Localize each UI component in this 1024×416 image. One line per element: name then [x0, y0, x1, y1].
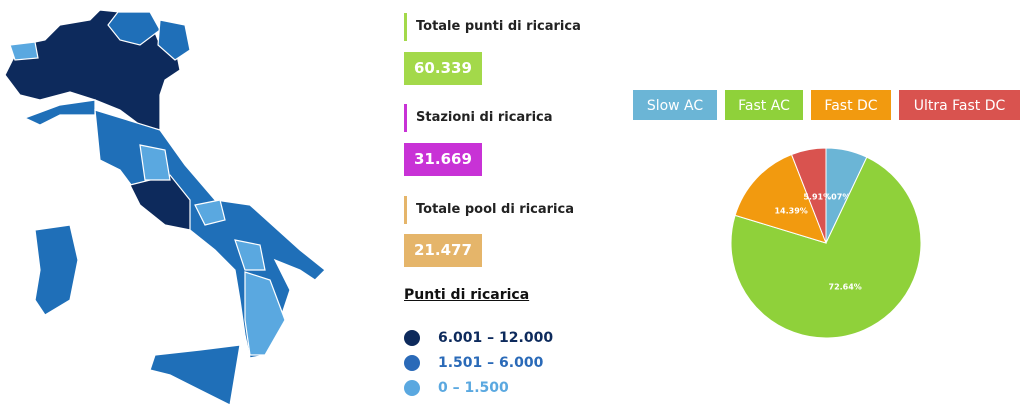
- map-legend-text: 1.501 – 6.000: [438, 355, 544, 371]
- map-legend-title: Punti di ricarica: [404, 287, 530, 303]
- pie-slice: [734, 153, 827, 244]
- stat-value: 60.339: [404, 52, 482, 85]
- slice-label: 72.64%: [829, 282, 862, 291]
- slice-label: 5.91%: [803, 192, 831, 201]
- legend-label: Fast AC: [738, 98, 790, 114]
- legend-label: Ultra Fast DC: [914, 98, 1006, 114]
- map-legend-item: 6.001 – 12.000: [404, 328, 553, 348]
- legend-swatch: [725, 90, 803, 120]
- stat-value: 31.669: [404, 143, 482, 176]
- slice-label: 7.07%: [823, 193, 851, 202]
- legend-label: Fast DC: [824, 98, 877, 114]
- map-legend-item: 0 – 1.500: [404, 378, 509, 398]
- stat-value: 21.477: [404, 234, 482, 267]
- stat-label: Totale punti di ricarica: [404, 13, 581, 41]
- pie-slice: [790, 147, 827, 244]
- map-legend-text: 0 – 1.500: [438, 380, 509, 396]
- pie-chart: Slow AC Fast AC Fast DC Ultra Fast DC 7.07% 7…: [633, 90, 1020, 339]
- legend-swatch: [633, 90, 717, 120]
- legend-swatch: [811, 90, 891, 120]
- stat-label: Stazioni di ricarica: [404, 104, 553, 132]
- map-legend-text: 6.001 – 12.000: [438, 330, 554, 346]
- slice-label: 14.39%: [774, 207, 807, 216]
- legend-label: Slow AC: [647, 98, 704, 114]
- map-legend-item: 1.501 – 6.000: [404, 353, 543, 373]
- legend-swatch: [899, 90, 1020, 120]
- stat-label: Totale pool di ricarica: [404, 196, 574, 224]
- italy-map: [4, 9, 326, 406]
- pie-slice: [730, 156, 922, 339]
